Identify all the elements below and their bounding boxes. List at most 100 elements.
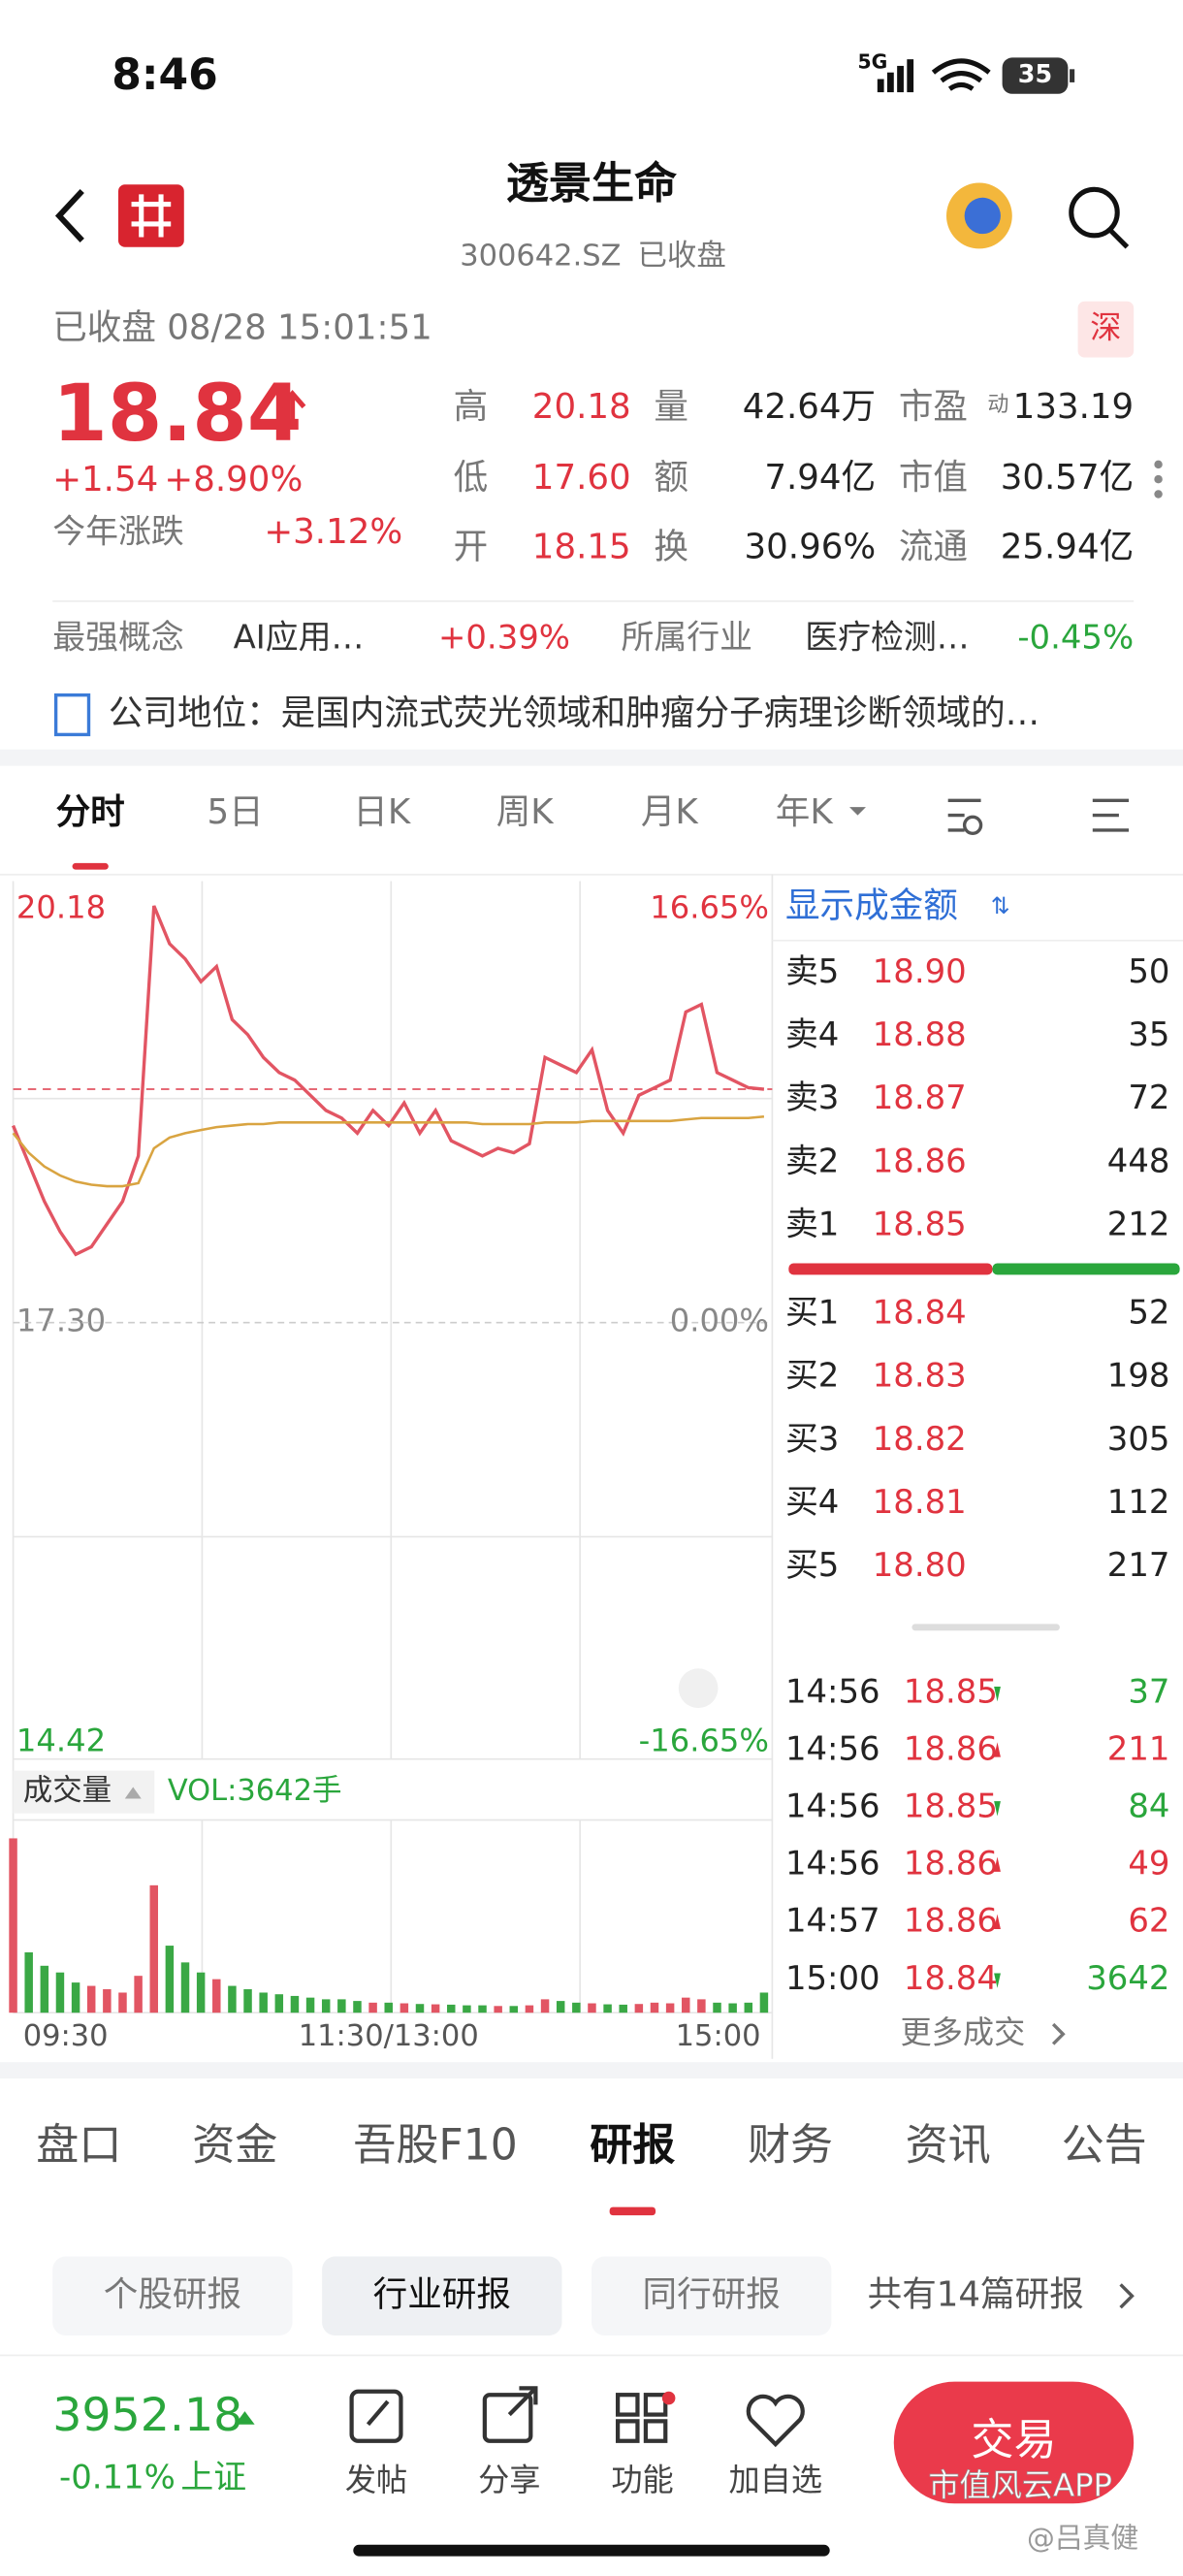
- section-tab[interactable]: 公告: [1062, 2120, 1147, 2170]
- book-quantity: 448: [1107, 1142, 1170, 1179]
- price-line: [12, 1114, 765, 1188]
- company-position[interactable]: 公司地位：是国内流式荧光领域和肿瘤分子病理诊断领域的…: [109, 693, 1039, 733]
- volume-bar: [40, 1965, 49, 2013]
- volume-bar: [165, 1946, 175, 2013]
- book-level: 卖2: [785, 1142, 839, 1179]
- chart-menu[interactable]: [1092, 798, 1130, 832]
- report-tab[interactable]: 同行研报: [643, 2274, 781, 2314]
- action-label[interactable]: 分享: [478, 2462, 540, 2498]
- book-quantity: 72: [1128, 1079, 1169, 1116]
- section-tab[interactable]: 财务: [748, 2120, 833, 2170]
- concept-change: +0.39%: [438, 618, 570, 656]
- book-level: 卖4: [785, 1015, 839, 1053]
- concepts: 最强概念 AI应用… +0.39% 所属行业 医疗检测… -0.45%: [52, 618, 1134, 656]
- tab-underline: [72, 862, 109, 870]
- report-tab[interactable]: 个股研报: [104, 2274, 241, 2314]
- index-arrow: [235, 2411, 255, 2425]
- volume-summary: VOL:3642手: [168, 1774, 342, 1808]
- change: +1.54: [52, 460, 158, 499]
- section-tab[interactable]: 研报: [590, 2120, 675, 2170]
- book-price: 18.90: [873, 952, 967, 990]
- volume-bar: [228, 1985, 237, 2013]
- book-quantity: 217: [1107, 1546, 1170, 1584]
- book-price: 18.87: [873, 1079, 967, 1116]
- action-label[interactable]: 加自选: [729, 2462, 823, 2498]
- chart-tab[interactable]: 年K: [776, 792, 835, 832]
- volume-bar: [603, 2004, 612, 2013]
- stat-value: 133.19: [1013, 387, 1134, 427]
- section-tab[interactable]: 吾股F10: [353, 2120, 517, 2170]
- y-tick-label: 20.18: [16, 888, 106, 925]
- stat-label: 额: [654, 458, 688, 498]
- separator: [0, 2062, 1183, 2079]
- book-level: 买4: [785, 1483, 839, 1521]
- book-price: 18.82: [873, 1420, 967, 1458]
- ask-ratio-bar: [788, 1263, 993, 1275]
- expand-button[interactable]: [678, 1668, 719, 1709]
- order-book-title[interactable]: 显示成金额: [785, 886, 958, 926]
- book-level: 买3: [785, 1420, 839, 1458]
- chart-settings[interactable]: [947, 798, 983, 835]
- volume-bar: [525, 2005, 534, 2013]
- bid-ratio-bar: [992, 1263, 1180, 1275]
- drag-handle[interactable]: [911, 1624, 1060, 1631]
- trade-time: 14:56: [785, 1729, 880, 1767]
- company-icon: [53, 692, 91, 737]
- actions: 发帖 分享 功能 加自选: [345, 2462, 822, 2498]
- trade-arrow: [994, 1742, 1001, 1757]
- x-tick-label: 11:30/13:00: [299, 2019, 479, 2053]
- trade-time: 15:00: [785, 1959, 880, 1997]
- trade-arrow: [994, 1856, 1001, 1872]
- stat-value: 7.94亿: [764, 458, 876, 498]
- report-tab[interactable]: 行业研报: [373, 2274, 511, 2314]
- search-button[interactable]: [1069, 186, 1120, 239]
- more-trades[interactable]: 更多成交: [901, 2013, 1026, 2050]
- section-tab[interactable]: 资讯: [906, 2120, 991, 2170]
- volume-bar: [572, 2002, 581, 2013]
- action-icons: [349, 2386, 805, 2448]
- y-tick-label: 17.30: [16, 1303, 106, 1339]
- stat-value: 17.60: [532, 458, 631, 498]
- chart-tab[interactable]: 分时: [56, 792, 125, 832]
- x-tick-label: 15:00: [676, 2019, 761, 2053]
- y2-tick-label: 16.65%: [650, 888, 769, 925]
- book-price: 18.84: [873, 1294, 967, 1332]
- y2-tick-label: -16.65%: [639, 1723, 769, 1759]
- index-value[interactable]: 3952.18: [52, 2389, 242, 2442]
- volume-bar: [118, 1992, 127, 2013]
- section-tab[interactable]: 盘口: [36, 2120, 121, 2170]
- concept-name[interactable]: 医疗检测…: [805, 618, 969, 656]
- section-tabs: 盘口 资金 吾股F10 研报 财务 资讯 公告: [36, 2120, 1146, 2170]
- book-quantity: 35: [1128, 1015, 1169, 1053]
- report-count[interactable]: 共有14篇研报: [868, 2274, 1084, 2314]
- trade-time: 14:57: [785, 1902, 880, 1940]
- home-indicator: [353, 2544, 830, 2557]
- toggle-icon: ⇅: [991, 892, 1010, 919]
- book-price: 18.83: [873, 1357, 967, 1395]
- index-name: 上证: [180, 2458, 246, 2496]
- intraday-chart: 20.18 17.30 14.42 16.65% 0.00% -16.65% 09:30 11…: [9, 888, 773, 2053]
- back-button[interactable]: [54, 188, 84, 242]
- trades: 14:56 18.85 37 14:56 18.86 211 14:56 18.85 84 14:…: [785, 1672, 1170, 1997]
- chart-tab[interactable]: 日K: [353, 792, 412, 832]
- volume-bar: [55, 1972, 65, 2013]
- action-label[interactable]: 功能: [611, 2462, 673, 2498]
- volume-bar: [353, 2001, 362, 2013]
- chevron: [1119, 2283, 1135, 2309]
- book-quantity: 212: [1107, 1205, 1170, 1242]
- stat-label: 开: [454, 527, 489, 566]
- chart-tab[interactable]: 周K: [496, 792, 556, 832]
- section-tab[interactable]: 资金: [192, 2120, 277, 2170]
- chart-tab[interactable]: 5日: [208, 792, 264, 832]
- trade-price: 18.85: [904, 1672, 998, 1710]
- chart-tab[interactable]: 月K: [641, 792, 700, 832]
- chevron: [1051, 2022, 1066, 2045]
- trade-button[interactable]: [893, 2381, 1135, 2504]
- book-price: 18.81: [873, 1483, 967, 1521]
- volume-bar: [650, 2002, 659, 2013]
- trade-volume: 37: [1128, 1672, 1169, 1710]
- more-menu[interactable]: [1154, 460, 1163, 499]
- action-label[interactable]: 发帖: [345, 2462, 407, 2498]
- volume-label[interactable]: 成交量: [23, 1774, 112, 1808]
- concept-name[interactable]: AI应用…: [234, 618, 365, 656]
